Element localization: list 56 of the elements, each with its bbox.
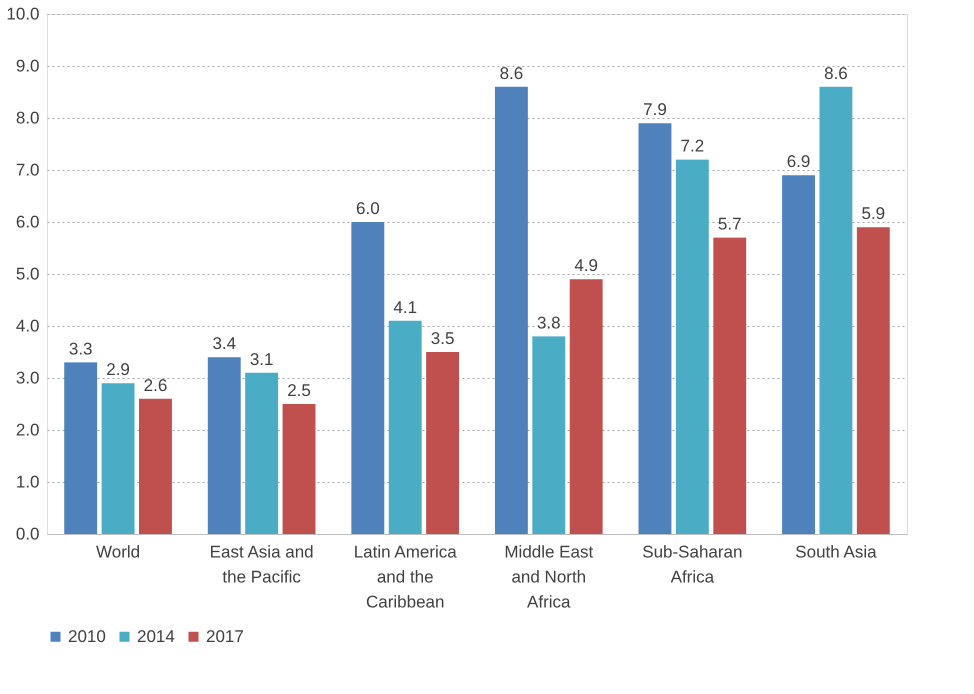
y-tick-label: 2.0 <box>16 420 40 440</box>
data-label: 8.6 <box>500 64 524 83</box>
data-label: 3.1 <box>250 350 274 369</box>
x-tick-label: Latin America and the Caribbean <box>354 542 458 612</box>
data-label: 2.5 <box>287 381 311 400</box>
bar <box>713 238 746 534</box>
bar <box>856 227 890 534</box>
data-label: 3.4 <box>212 334 236 354</box>
bar <box>570 279 603 534</box>
y-tick-label: 7.0 <box>16 160 40 180</box>
bar <box>102 383 135 534</box>
legend-label: 2017 <box>206 626 244 646</box>
data-label: 6.0 <box>356 199 380 218</box>
bar <box>139 398 172 534</box>
data-label: 7.9 <box>643 100 667 120</box>
y-tick-label: 9.0 <box>16 56 40 76</box>
bar <box>388 320 422 534</box>
data-label: 3.3 <box>68 339 92 358</box>
data-label: 2.9 <box>106 360 130 380</box>
bar <box>245 372 278 534</box>
data-label: 3.5 <box>430 329 454 348</box>
y-tick-label: 0.0 <box>16 524 40 544</box>
data-label: 7.2 <box>680 136 704 156</box>
x-tick-label: World <box>96 542 140 562</box>
y-tick-label: 4.0 <box>16 316 40 336</box>
y-tick-label: 5.0 <box>16 264 40 284</box>
bar <box>782 175 815 534</box>
y-tick-label: 6.0 <box>16 212 40 232</box>
bar <box>351 222 384 534</box>
bar <box>426 352 460 534</box>
x-tick-label: Sub-Saharan Africa <box>642 542 742 586</box>
legend-label: 2014 <box>137 626 175 646</box>
data-label: 5.9 <box>862 204 886 224</box>
y-tick-label: 1.0 <box>16 472 40 492</box>
y-tick-label: 3.0 <box>16 368 40 388</box>
data-label: 8.6 <box>824 64 848 83</box>
data-label: 3.8 <box>536 313 561 332</box>
legend-label: 2010 <box>68 626 106 646</box>
x-tick-label: East Asia and the Pacific <box>210 542 314 586</box>
bar <box>282 404 316 534</box>
x-tick-label: Middle East and North Africa <box>504 542 594 612</box>
data-label: 4.1 <box>393 298 418 317</box>
bar <box>208 357 241 534</box>
bar <box>494 86 528 534</box>
data-label: 4.9 <box>574 256 598 276</box>
data-label: 5.7 <box>718 214 742 234</box>
x-tick-label: South Asia <box>795 542 878 562</box>
data-label: 6.9 <box>786 152 810 172</box>
data-label: 2.6 <box>144 376 168 395</box>
bar <box>676 160 709 534</box>
y-tick-label: 10.0 <box>6 4 40 24</box>
bar <box>64 362 98 534</box>
y-tick-label: 8.0 <box>16 108 40 128</box>
bar <box>638 123 672 534</box>
bar <box>532 336 566 534</box>
bar <box>819 86 852 534</box>
